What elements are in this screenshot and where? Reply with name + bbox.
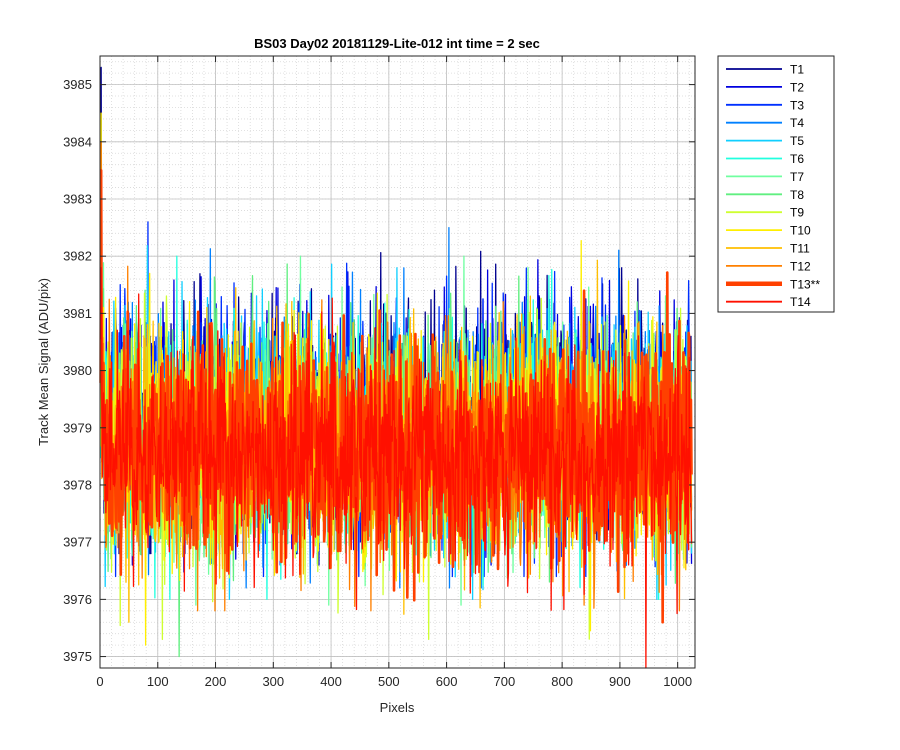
y-tick-label: 3978 <box>63 477 92 492</box>
x-tick-label: 1000 <box>663 674 692 689</box>
x-tick-label: 700 <box>494 674 516 689</box>
y-tick-label: 3983 <box>63 191 92 206</box>
legend-label: T6 <box>790 152 804 166</box>
x-tick-label: 900 <box>609 674 631 689</box>
y-tick-label: 3979 <box>63 420 92 435</box>
x-tick-label: 0 <box>96 674 103 689</box>
legend-label: T12 <box>790 259 811 273</box>
y-tick-label: 3984 <box>63 134 92 149</box>
x-axis-label: Pixels <box>380 700 415 715</box>
legend: T1 T2 T3 T4 T5 T6 T7 T8 T9 T10 T11 T12 T13** T14 <box>717 55 835 313</box>
x-tick-label: 100 <box>147 674 169 689</box>
y-axis: 3975 3976 3977 3978 3979 3980 3981 3982 3983 3984… <box>63 77 695 664</box>
x-tick-label: 200 <box>205 674 227 689</box>
legend-label: T1 <box>790 63 804 77</box>
y-tick-label: 3981 <box>63 306 92 321</box>
x-tick-label: 300 <box>262 674 284 689</box>
legend-label: T5 <box>790 134 804 148</box>
legend-box <box>717 55 835 313</box>
legend-label: T9 <box>790 206 804 220</box>
legend-label: T7 <box>790 170 804 184</box>
legend-label: T10 <box>790 224 811 238</box>
y-tick-label: 3975 <box>63 649 92 664</box>
x-tick-label: 500 <box>378 674 400 689</box>
legend-label: T14 <box>790 295 811 309</box>
x-axis: 0 100 200 300 400 500 600 700 800 900 1000 <box>96 56 692 689</box>
chart-title: BS03 Day02 20181129-Lite-012 int time = … <box>254 36 540 51</box>
legend-label: T3 <box>790 98 804 112</box>
x-tick-label: 400 <box>320 674 342 689</box>
legend-label: T13** <box>790 277 820 291</box>
y-tick-label: 3980 <box>63 363 92 378</box>
y-tick-label: 3977 <box>63 535 92 550</box>
plot-frame <box>99 55 696 669</box>
y-tick-label: 3982 <box>63 249 92 264</box>
legend-label: T8 <box>790 188 804 202</box>
legend-label: T11 <box>790 242 810 256</box>
y-axis-label: Track Mean Signal (ADU/pix) <box>36 278 51 446</box>
y-tick-label: 3985 <box>63 77 92 92</box>
legend-label: T4 <box>790 116 804 130</box>
series-layer <box>99 66 693 669</box>
x-tick-label: 600 <box>436 674 458 689</box>
x-tick-label: 800 <box>551 674 573 689</box>
y-tick-label: 3976 <box>63 592 92 607</box>
series-line-t14 <box>99 266 693 669</box>
legend-label: T2 <box>790 80 804 94</box>
